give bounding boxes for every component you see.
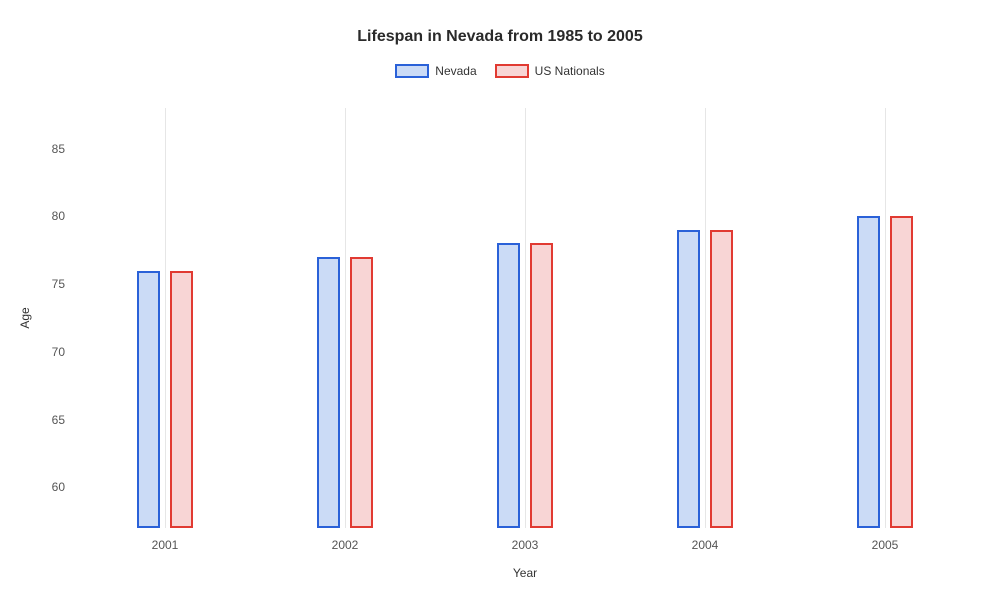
legend-item-nevada: Nevada bbox=[395, 64, 476, 78]
y-tick-label: 60 bbox=[35, 480, 75, 494]
x-tick-label: 2003 bbox=[512, 528, 539, 552]
y-tick-label: 85 bbox=[35, 142, 75, 156]
x-tick-label: 2002 bbox=[332, 528, 359, 552]
y-tick-label: 65 bbox=[35, 413, 75, 427]
bar bbox=[350, 257, 373, 528]
x-axis-label: Year bbox=[513, 566, 537, 580]
y-tick-label: 75 bbox=[35, 277, 75, 291]
chart-title: Lifespan in Nevada from 1985 to 2005 bbox=[0, 0, 1000, 46]
bar bbox=[497, 243, 520, 528]
x-tick-label: 2001 bbox=[152, 528, 179, 552]
bar bbox=[857, 216, 880, 528]
x-tick-label: 2005 bbox=[872, 528, 899, 552]
plot-area: 20012002200320042005606570758085 bbox=[75, 108, 975, 528]
legend: Nevada US Nationals bbox=[0, 64, 1000, 78]
legend-label-us-nationals: US Nationals bbox=[535, 64, 605, 78]
legend-label-nevada: Nevada bbox=[435, 64, 476, 78]
gridline-v bbox=[345, 108, 346, 528]
gridline-v bbox=[165, 108, 166, 528]
bar bbox=[890, 216, 913, 528]
bar bbox=[137, 271, 160, 528]
gridline-v bbox=[705, 108, 706, 528]
bar bbox=[317, 257, 340, 528]
bar bbox=[530, 243, 553, 528]
bar bbox=[170, 271, 193, 528]
x-tick-label: 2004 bbox=[692, 528, 719, 552]
legend-swatch-nevada bbox=[395, 64, 429, 78]
bar bbox=[677, 230, 700, 528]
y-axis-label: Age bbox=[18, 307, 32, 328]
legend-swatch-us-nationals bbox=[495, 64, 529, 78]
legend-item-us-nationals: US Nationals bbox=[495, 64, 605, 78]
y-tick-label: 80 bbox=[35, 209, 75, 223]
gridline-v bbox=[525, 108, 526, 528]
y-tick-label: 70 bbox=[35, 345, 75, 359]
gridline-v bbox=[885, 108, 886, 528]
bar bbox=[710, 230, 733, 528]
